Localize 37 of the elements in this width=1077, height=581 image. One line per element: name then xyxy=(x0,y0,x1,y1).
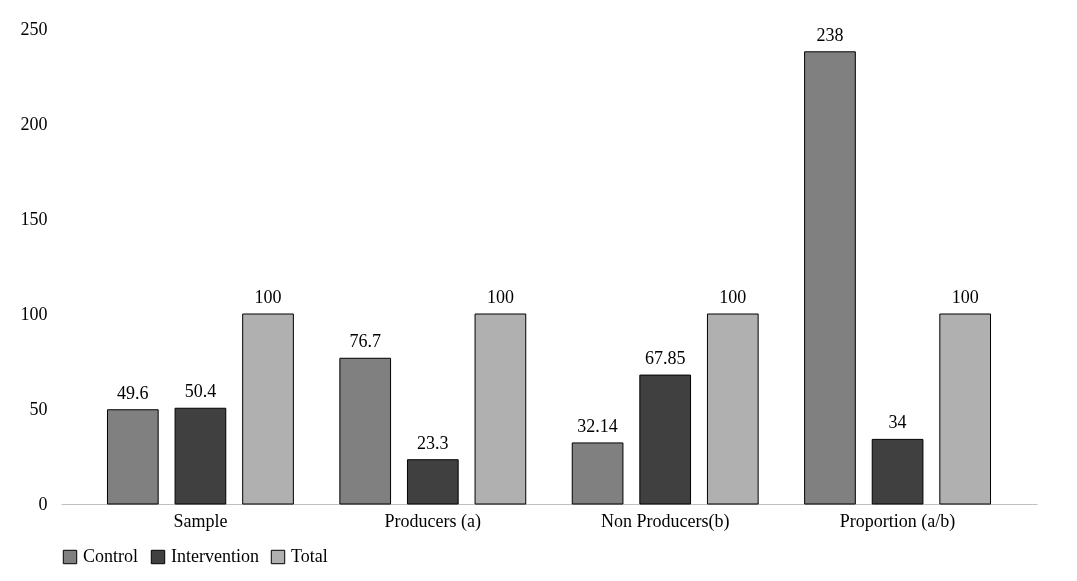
bar xyxy=(339,357,392,505)
x-tick-label: Non Producers(b) xyxy=(600,510,730,532)
bar xyxy=(571,442,624,505)
bar xyxy=(871,438,924,505)
data-label: 23.3 xyxy=(417,432,449,453)
legend-label: Total xyxy=(291,546,328,566)
y-tick-label: 0 xyxy=(38,493,48,514)
bar xyxy=(242,313,294,505)
y-tick-label: 100 xyxy=(20,303,48,324)
x-tick-label: Proportion (a/b) xyxy=(839,510,956,532)
legend-label: Control xyxy=(83,546,139,566)
bar xyxy=(939,313,992,505)
data-label: 100 xyxy=(486,287,514,307)
data-label: 76.7 xyxy=(349,331,381,352)
y-tick-label: 50 xyxy=(29,398,48,419)
data-label: 100 xyxy=(254,287,282,307)
bar xyxy=(804,51,856,505)
data-label: 100 xyxy=(719,287,747,307)
data-label: 67.85 xyxy=(644,348,686,369)
data-label: 50.4 xyxy=(184,381,217,402)
y-tick-label: 250 xyxy=(20,18,48,39)
bar xyxy=(106,409,159,505)
bar xyxy=(706,313,759,505)
legend-label: Intervention xyxy=(171,546,259,566)
y-tick-label: 200 xyxy=(20,113,48,134)
x-tick-label: Producers (a) xyxy=(384,510,482,532)
bar xyxy=(639,374,692,505)
data-label: 32.14 xyxy=(577,415,618,436)
data-label: 34 xyxy=(888,412,907,433)
x-tick-label: Sample xyxy=(173,510,228,531)
data-label: 100 xyxy=(951,287,979,307)
bar xyxy=(174,407,227,505)
y-tick-label: 150 xyxy=(20,208,48,229)
bar xyxy=(406,459,459,505)
data-label: 238 xyxy=(816,24,844,45)
bar xyxy=(474,313,527,505)
data-label: 49.6 xyxy=(117,382,149,403)
